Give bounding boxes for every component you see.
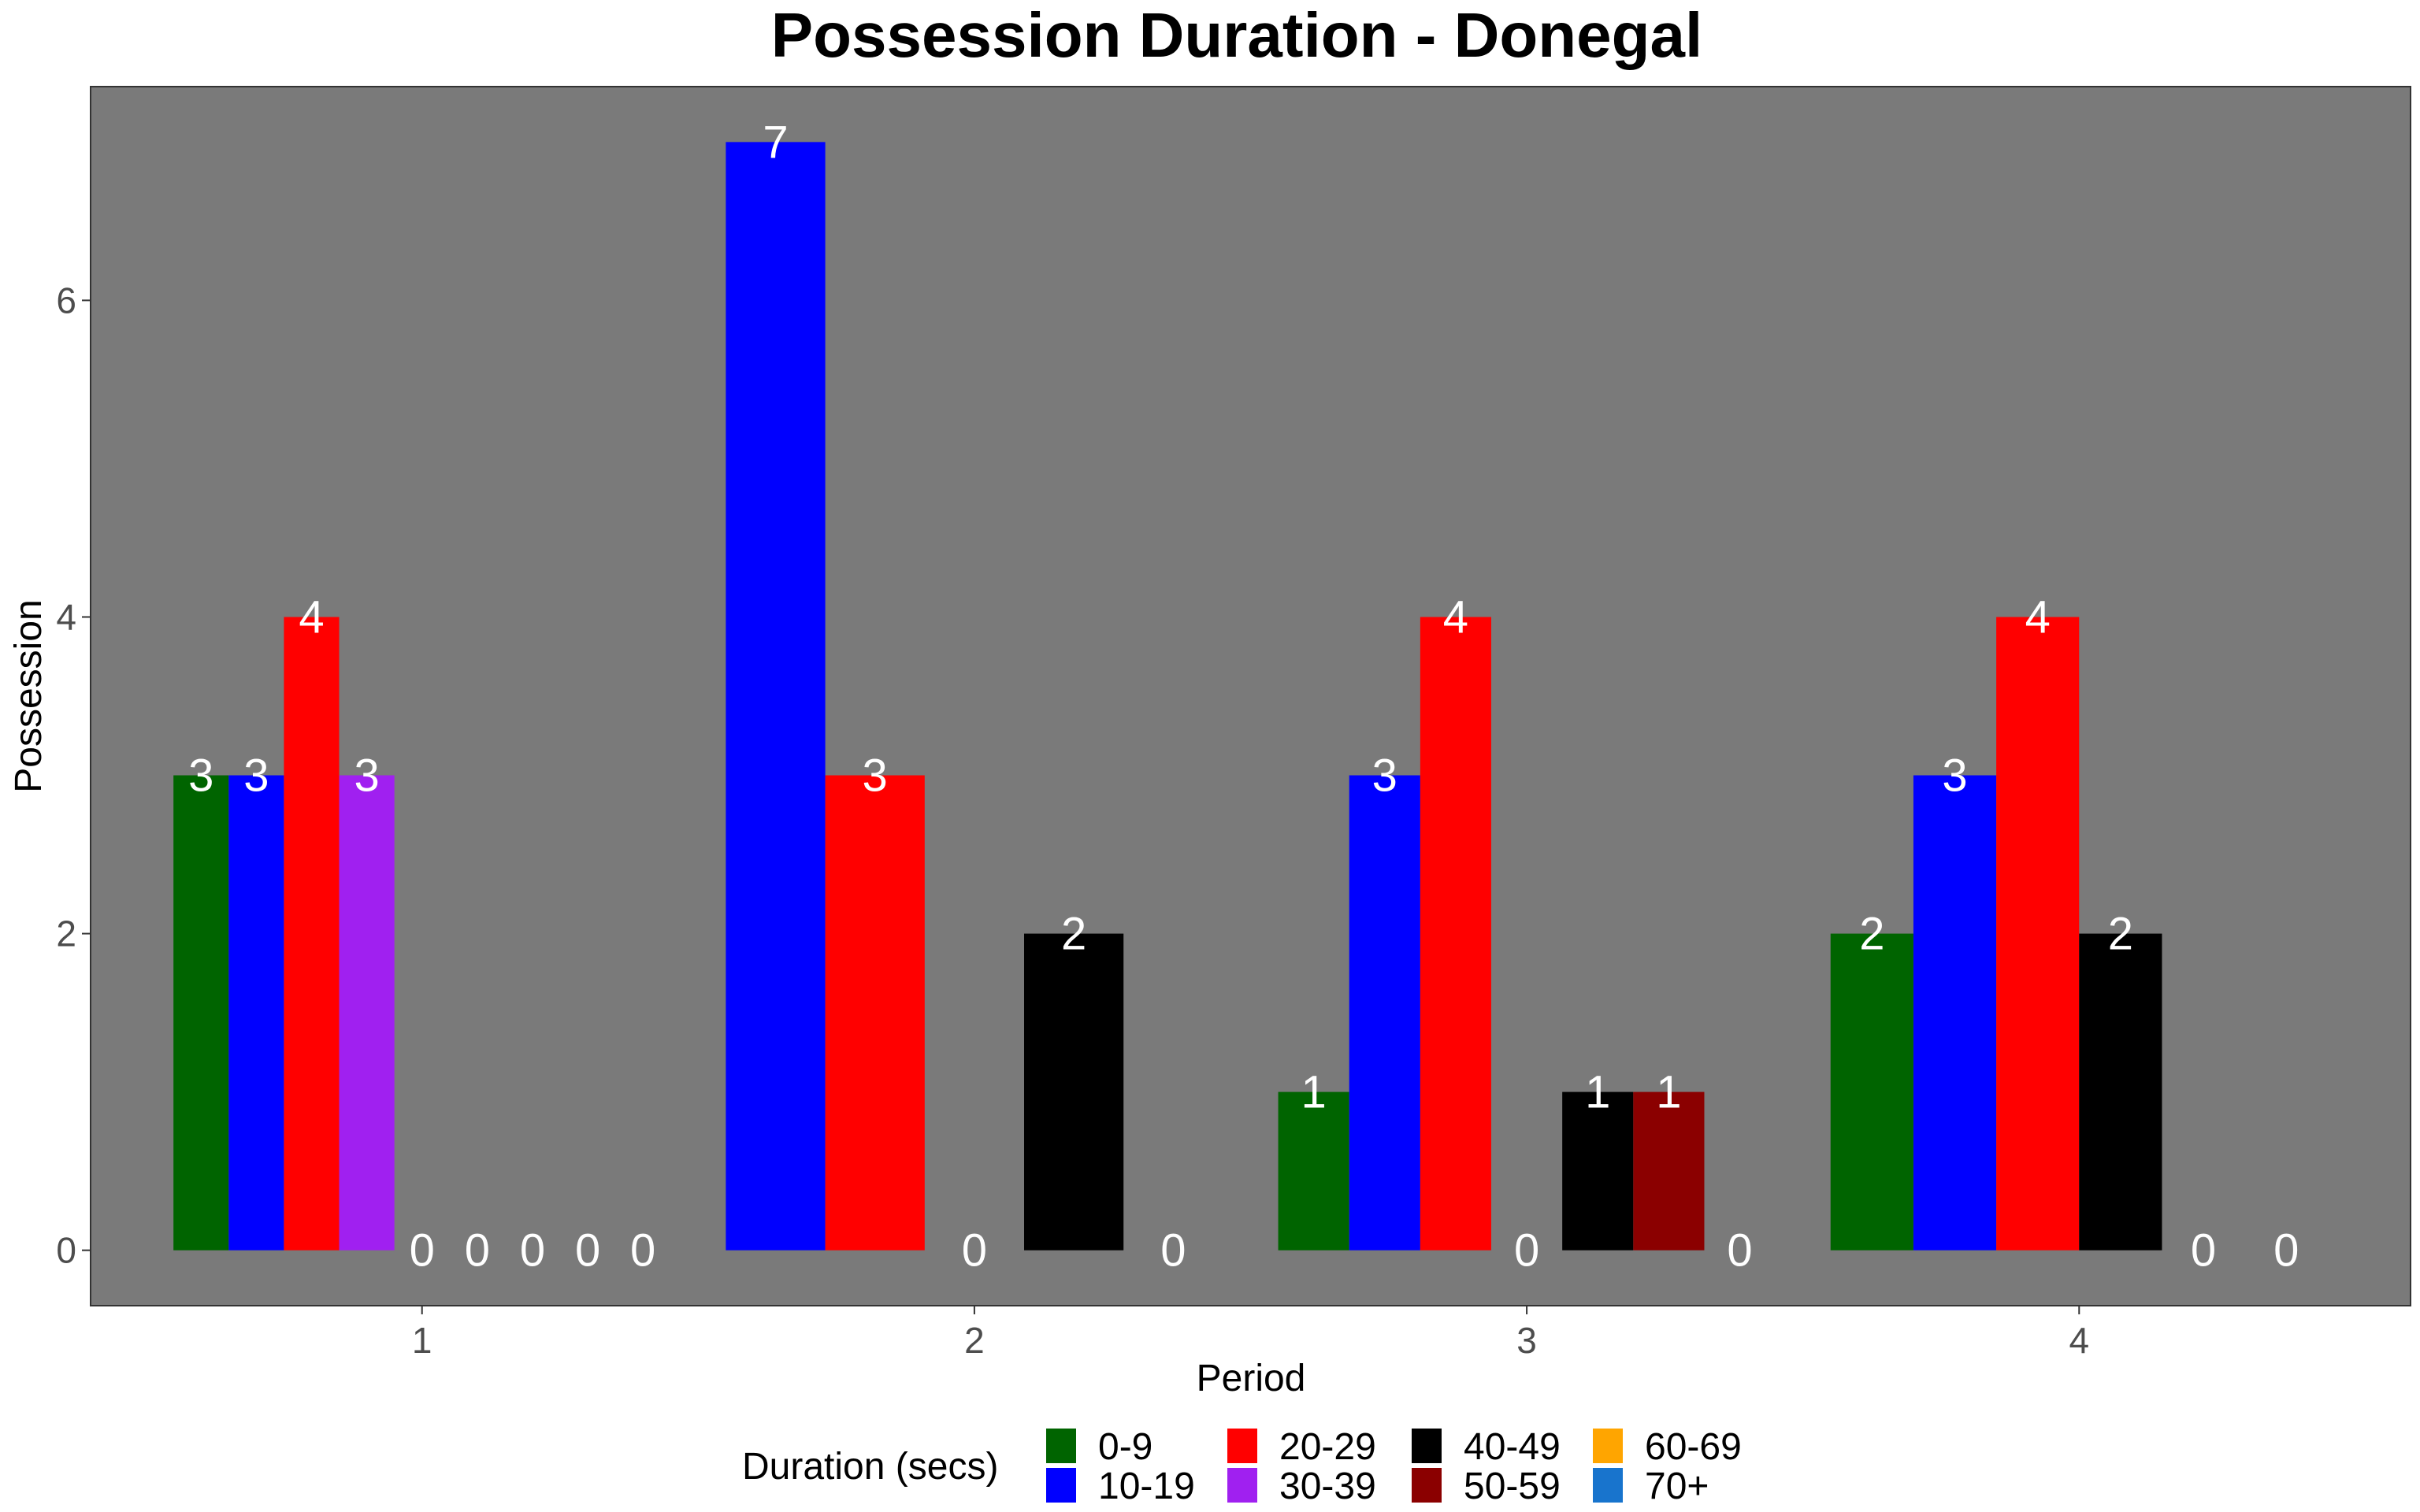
bar-value-label: 0 [1727,1225,1752,1277]
bar-value-label: 0 [2273,1225,2299,1277]
bar-10-19 [1349,775,1420,1251]
bar-10-19 [228,775,284,1251]
legend-swatch [1412,1468,1442,1503]
legend-title: Duration (secs) [742,1446,998,1488]
bar-value-label: 0 [520,1225,545,1277]
x-tick-label: 4 [2069,1320,2089,1361]
bar-value-label: 1 [1656,1067,1681,1118]
legend-swatch [1593,1468,1623,1503]
x-tick-label: 1 [412,1320,432,1361]
x-axis-title: Period [1197,1358,1306,1399]
bar-value-label: 0 [1514,1225,1539,1277]
y-tick-label: 0 [56,1230,76,1271]
bar-0-9 [1830,933,1913,1251]
bar-40-49 [1562,1091,1634,1251]
bar-value-label: 0 [465,1225,490,1277]
bar-value-label: 3 [243,750,269,802]
bar-value-label: 1 [1585,1067,1610,1118]
legend-swatch [1227,1429,1257,1463]
bar-value-label: 2 [2108,909,2133,960]
legend-label: 10-19 [1098,1466,1195,1507]
legend-swatch [1046,1468,1076,1503]
chart-title: Possession Duration - Donegal [771,0,1702,70]
bar-value-label: 0 [2191,1225,2216,1277]
bar-value-label: 3 [863,750,888,802]
y-axis: 0 2 4 6 [56,280,91,1271]
legend-label: 40-49 [1464,1426,1561,1468]
bar-value-label: 3 [188,750,213,802]
bar-10-19 [1913,775,1997,1251]
bar-0-9 [173,775,229,1251]
bar-value-label: 0 [630,1225,655,1277]
bar-value-label: 2 [1061,909,1086,960]
bar-value-label: 2 [1859,909,1884,960]
bar-0-9 [1278,1091,1349,1251]
bars [173,142,2162,1251]
bar-40-49 [2079,933,2162,1251]
y-tick-label: 2 [56,914,76,954]
legend-label: 50-59 [1464,1466,1561,1507]
bar-value-label: 0 [962,1225,987,1277]
y-axis-title: Possession [8,599,50,792]
x-tick-label: 2 [964,1320,985,1361]
bar-20-29 [284,617,340,1251]
y-tick-label: 6 [56,280,76,321]
bar-40-49 [1024,933,1124,1251]
bar-value-label: 4 [299,591,324,643]
legend-label: 30-39 [1279,1466,1376,1507]
bar-10-19 [726,142,826,1251]
bar-value-label: 3 [1372,750,1397,802]
bar-value-label: 7 [763,117,788,168]
legend-label: 20-29 [1279,1426,1376,1468]
legend-swatch [1227,1468,1257,1503]
legend-label: 70+ [1645,1466,1709,1507]
bar-value-label: 0 [575,1225,600,1277]
bar-value-label: 1 [1301,1067,1327,1118]
bar-50-59 [1633,1091,1705,1251]
legend-swatch [1593,1429,1623,1463]
legend-swatch [1046,1429,1076,1463]
legend-swatch [1412,1429,1442,1463]
y-tick-label: 4 [56,596,76,637]
bar-30-39 [339,775,395,1251]
bar-value-label: 3 [354,750,379,802]
bar-value-label: 0 [410,1225,435,1277]
bar-value-label: 3 [1942,750,1967,802]
bar-value-label: 0 [1160,1225,1186,1277]
bar-20-29 [1420,617,1492,1251]
x-tick-label: 3 [1516,1320,1537,1361]
bar-value-label: 4 [1443,591,1468,643]
bar-20-29 [825,775,925,1251]
legend-label: 60-69 [1645,1426,1742,1468]
legend-label: 0-9 [1098,1426,1152,1468]
bar-value-label: 4 [2025,591,2051,643]
bar-20-29 [1996,617,2080,1251]
x-axis: 1 2 3 4 [412,1306,2089,1361]
